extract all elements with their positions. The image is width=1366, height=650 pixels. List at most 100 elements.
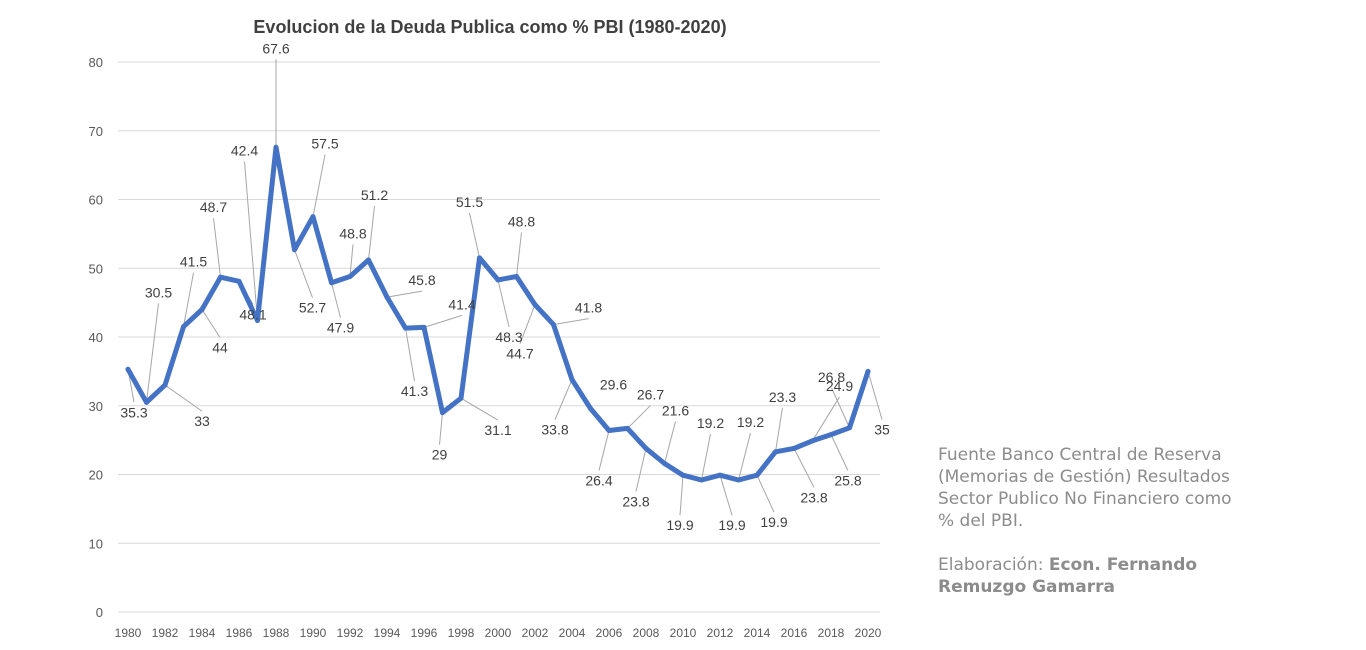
data-point-1991 [329,280,334,286]
x-tick-label-2010: 2010 [670,626,697,640]
data-label-2020: 35 [874,421,890,437]
data-label-1992: 48.8 [339,226,366,242]
data-point-1994 [384,294,390,300]
data-label-2000: 48.3 [495,329,522,345]
leader-line-1991 [331,282,341,318]
leader-line-1989 [294,249,313,298]
leader-line-2001 [516,232,522,277]
leader-line-2019 [831,387,850,428]
x-tick-label-2002: 2002 [522,626,549,640]
data-point-1986 [236,278,242,284]
y-tick-label-20: 20 [89,468,103,483]
data-point-1999 [477,255,482,261]
x-tick-label-1998: 1998 [448,626,475,640]
source-text: Fuente Banco Central de Reserva (Memoria… [938,445,1232,531]
leader-line-2015 [775,407,783,452]
leader-line-2002 [519,304,536,344]
leader-line-2013 [738,432,751,481]
x-tick-label-1996: 1996 [411,626,438,640]
data-point-2015 [773,449,778,455]
leader-line-2004 [554,379,573,420]
x-tick-label-1984: 1984 [189,626,216,640]
x-tick-label-2000: 2000 [485,626,512,640]
data-point-2005 [588,406,593,411]
data-label-1988: 67.6 [262,40,289,56]
leader-line-2007 [627,405,651,429]
data-label-2011: 19.2 [697,415,724,431]
x-tick-label-1992: 1992 [337,626,364,640]
data-point-2016 [791,445,797,451]
leader-line-2008 [635,448,647,492]
data-label-2006: 26.4 [585,473,612,489]
x-tick-label-2004: 2004 [559,626,586,640]
leader-line-2016 [793,448,815,488]
y-tick-label-80: 80 [89,55,103,70]
data-label-2019: 26.8 [818,369,845,385]
leader-line-1994 [386,290,423,298]
data-label-2003: 41.8 [575,300,602,316]
data-point-2002 [532,302,538,308]
leader-line-2003 [553,318,589,326]
data-point-1995 [403,325,408,331]
data-point-2007 [625,425,630,431]
data-point-1983 [181,324,186,330]
data-label-2002: 44.7 [506,346,533,362]
leader-line-1987 [244,161,258,321]
data-label-2018: 25.8 [834,473,861,489]
data-point-1981 [144,399,149,405]
data-label-2012: 19.9 [718,517,745,533]
data-label-2014: 19.9 [760,514,787,530]
leader-line-2011 [701,433,711,481]
y-tick-label-30: 30 [89,399,103,414]
credit-author: Econ. Fernando Remuzgo Gamarra [938,555,1198,597]
data-label-1996: 41.4 [448,296,475,312]
data-label-2017: 24.9 [826,378,853,394]
data-label-2013: 19.2 [737,414,764,430]
data-point-1980 [125,366,131,372]
data-point-1985 [218,274,223,280]
data-point-2006 [606,428,612,433]
x-tick-label-1986: 1986 [226,626,253,640]
data-point-1982 [162,382,168,388]
leader-line-1990 [312,154,326,217]
gridlines [118,61,880,613]
y-tick-label-50: 50 [89,261,103,276]
y-tick-label-70: 70 [89,124,103,139]
data-label-1984: 44 [212,340,228,356]
y-tick-label-40: 40 [89,330,103,345]
data-point-2018 [828,432,834,438]
data-label-1990: 57.5 [311,136,338,152]
x-tick-label-1982: 1982 [152,626,179,640]
data-label-1983: 41.5 [180,254,207,270]
data-label-1991: 47.9 [327,320,354,336]
data-label-1999: 51.5 [456,194,483,210]
data-label-2007: 26.7 [637,386,664,402]
data-point-2010 [680,472,686,478]
leader-line-1985 [213,218,221,278]
data-point-2009 [662,461,667,466]
data-point-2003 [551,322,556,328]
x-tick-label-2018: 2018 [818,626,845,640]
x-tick-label-2008: 2008 [633,626,660,640]
data-label-2005: 29.6 [600,377,627,393]
data-label-1993: 51.2 [361,187,388,203]
data-label-1980: 35.3 [120,404,147,420]
data-point-1993 [366,257,371,263]
leader-line-2020 [867,371,883,420]
data-label-2015: 23.3 [769,389,796,405]
data-label-1997: 29 [432,447,448,463]
data-point-2013 [736,477,741,483]
leader-line-2006 [598,430,610,471]
y-tick-label-0: 0 [96,605,103,620]
leader-line-1983 [183,272,194,327]
data-point-1992 [347,274,353,279]
chart-title: Evolucion de la Deuda Publica como % PBI… [253,17,726,37]
label-leader-lines [127,59,883,516]
data-label-2004: 33.8 [541,422,568,438]
leader-line-1996 [423,314,463,328]
leader-line-1997 [439,412,443,445]
data-point-2011 [699,477,704,483]
leader-line-1993 [368,205,375,261]
leader-line-2017 [812,396,840,442]
data-label-1981: 30.5 [145,284,172,300]
